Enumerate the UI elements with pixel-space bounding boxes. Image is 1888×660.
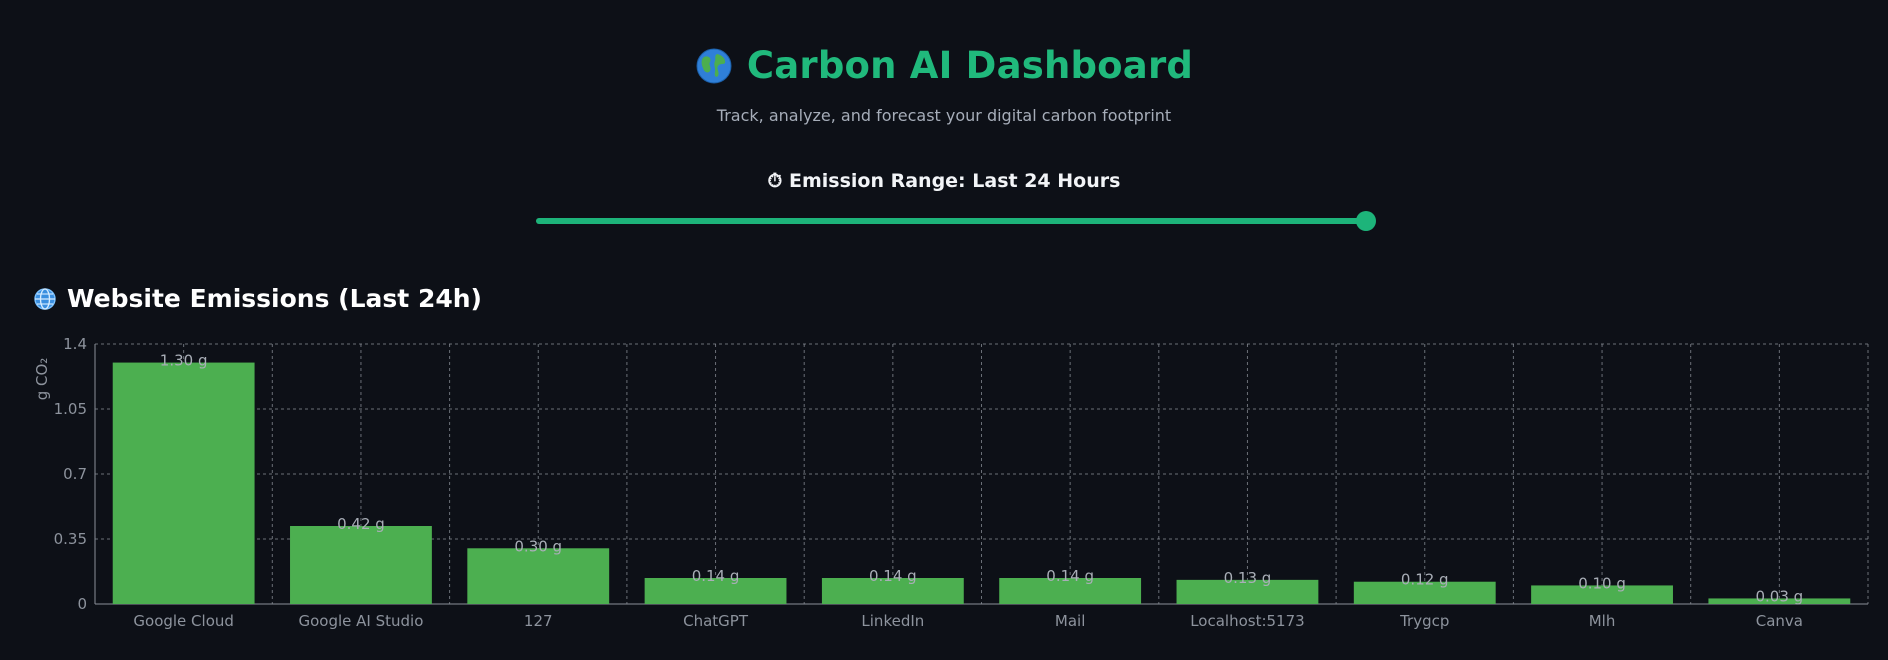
section-title: Website Emissions (Last 24h) bbox=[67, 284, 482, 313]
bar-value-label: 0.10 g bbox=[1578, 574, 1626, 592]
slider-thumb[interactable] bbox=[1356, 211, 1376, 231]
y-axis-title: g CO₂ bbox=[33, 358, 51, 401]
x-tick-label: Google AI Studio bbox=[298, 612, 423, 630]
bar-chatgpt bbox=[644, 578, 787, 604]
bar-value-label: 0.03 g bbox=[1755, 587, 1803, 605]
chart-bars bbox=[112, 362, 1851, 604]
bar-value-label: 0.42 g bbox=[337, 515, 385, 533]
y-tick-label: 0 bbox=[77, 595, 87, 613]
header: Carbon AI Dashboard bbox=[0, 44, 1888, 89]
x-tick-label: Mail bbox=[1055, 612, 1085, 630]
bar-google-cloud bbox=[112, 362, 255, 604]
emission-range-slider[interactable] bbox=[536, 211, 1376, 231]
x-tick-label: 127 bbox=[524, 612, 553, 630]
bar-canva bbox=[1708, 598, 1851, 604]
bar-mlh bbox=[1531, 585, 1673, 604]
x-tick-label: Localhost:5173 bbox=[1190, 612, 1305, 630]
emissions-bar-chart: 0 0.35 0.7 1.05 1.4 1.30 g Google Cloud 0.42 g G… bbox=[33, 335, 1869, 630]
section-title-wrap: Website Emissions (Last 24h) bbox=[33, 284, 482, 313]
y-tick-label: 1.05 bbox=[54, 400, 87, 418]
bar-value-label: 1.30 g bbox=[160, 352, 208, 370]
page-subtitle: Track, analyze, and forecast your digita… bbox=[716, 106, 1172, 125]
bar-value-label: 0.14 g bbox=[692, 567, 740, 585]
bar-value-label: 0.12 g bbox=[1401, 571, 1449, 589]
bar-value-label: 0.13 g bbox=[1224, 569, 1272, 587]
globe-network-icon bbox=[33, 287, 57, 311]
page-title: Carbon AI Dashboard bbox=[746, 44, 1194, 87]
bar-value-label: 0.14 g bbox=[869, 567, 917, 585]
x-tick-label: Trygcp bbox=[1399, 612, 1449, 630]
bar-mail bbox=[999, 578, 1142, 604]
x-tick-label: Canva bbox=[1756, 612, 1803, 630]
earth-globe-icon bbox=[695, 47, 733, 85]
y-tick-label: 1.4 bbox=[63, 335, 87, 353]
slider-fill bbox=[536, 218, 1366, 224]
bar-trygcp bbox=[1353, 581, 1496, 604]
x-tick-label: LinkedIn bbox=[861, 612, 924, 630]
emission-range-label: ⏱ Emission Range: Last 24 Hours bbox=[767, 170, 1121, 192]
x-tick-label: Mlh bbox=[1589, 612, 1616, 630]
page-title-wrap: Carbon AI Dashboard bbox=[695, 44, 1193, 87]
bar-linkedin bbox=[821, 578, 964, 604]
bar-value-label: 0.14 g bbox=[1046, 567, 1094, 585]
bar-value-label: 0.30 g bbox=[514, 537, 562, 555]
y-tick-label: 0.35 bbox=[54, 530, 87, 548]
bar-127 bbox=[467, 548, 610, 604]
x-tick-label: ChatGPT bbox=[683, 612, 749, 630]
y-tick-label: 0.7 bbox=[63, 465, 87, 483]
bar-google-ai-studio bbox=[290, 526, 432, 604]
bar-localhost-5173 bbox=[1176, 579, 1319, 604]
x-tick-label: Google Cloud bbox=[133, 612, 234, 630]
chart-labels: 0 0.35 0.7 1.05 1.4 1.30 g Google Cloud 0.42 g G… bbox=[54, 335, 1804, 630]
